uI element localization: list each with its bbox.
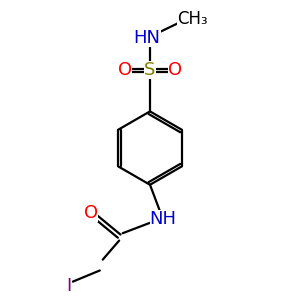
Text: CH₃: CH₃: [177, 10, 208, 28]
Text: HN: HN: [134, 29, 160, 47]
Text: I: I: [67, 277, 72, 295]
Text: NH: NH: [150, 209, 177, 227]
Text: S: S: [144, 61, 156, 79]
Text: O: O: [168, 61, 182, 79]
Text: O: O: [84, 204, 98, 222]
Text: O: O: [118, 61, 132, 79]
